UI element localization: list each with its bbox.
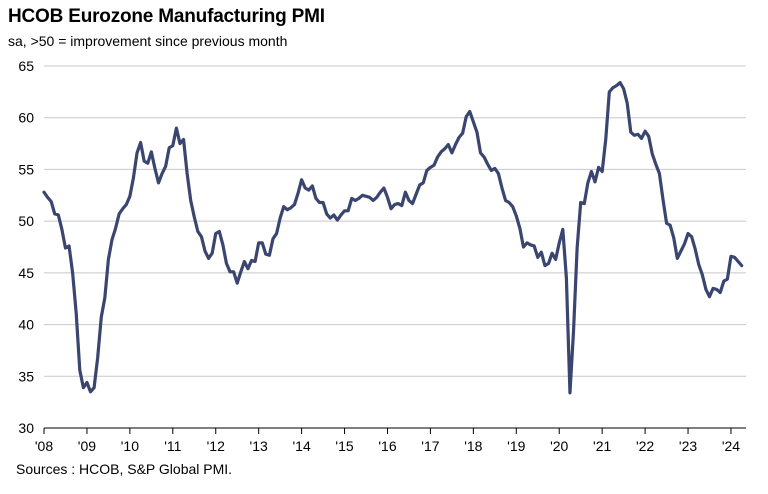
x-tick-label: '18 xyxy=(464,438,482,454)
x-tick-label: '10 xyxy=(121,438,139,454)
x-tick-label: '21 xyxy=(593,438,611,454)
gridlines xyxy=(44,65,746,429)
y-tick-label: 40 xyxy=(18,317,34,333)
y-axis: 30 35 40 45 50 55 60 65 xyxy=(18,58,34,436)
y-tick-label: 55 xyxy=(18,161,34,177)
x-tick-label: '14 xyxy=(292,438,310,454)
x-tick-label: '17 xyxy=(421,438,439,454)
x-tick-label: '08 xyxy=(35,438,53,454)
series-line xyxy=(42,80,744,395)
chart-title: HCOB Eurozone Manufacturing PMI xyxy=(8,6,325,27)
y-tick-label: 30 xyxy=(18,420,34,436)
y-tick-label: 35 xyxy=(18,368,34,384)
x-tick-label: '15 xyxy=(335,438,353,454)
y-tick-label: 50 xyxy=(18,213,34,229)
x-tick-label: '22 xyxy=(636,438,654,454)
y-tick-label: 65 xyxy=(18,58,34,74)
x-tick-label: '09 xyxy=(78,438,96,454)
x-axis: '08 '09 '10 '11 '12 '13 '14 '15 '16 '17 '18 '19 '20 '… xyxy=(35,428,740,454)
chart-subtitle: sa, >50 = improvement since previous mon… xyxy=(8,33,288,49)
y-tick-label: 45 xyxy=(18,265,34,281)
x-tick-label: '16 xyxy=(378,438,396,454)
x-tick-label: '19 xyxy=(507,438,525,454)
x-tick-label: '24 xyxy=(722,438,740,454)
source-note: Sources : HCOB, S&P Global PMI. xyxy=(16,461,233,477)
x-tick-label: '23 xyxy=(679,438,697,454)
x-tick-label: '12 xyxy=(207,438,225,454)
x-tick-label: '20 xyxy=(550,438,568,454)
x-tick-label: '13 xyxy=(250,438,268,454)
x-tick-label: '11 xyxy=(164,438,181,454)
y-tick-label: 60 xyxy=(18,110,34,126)
